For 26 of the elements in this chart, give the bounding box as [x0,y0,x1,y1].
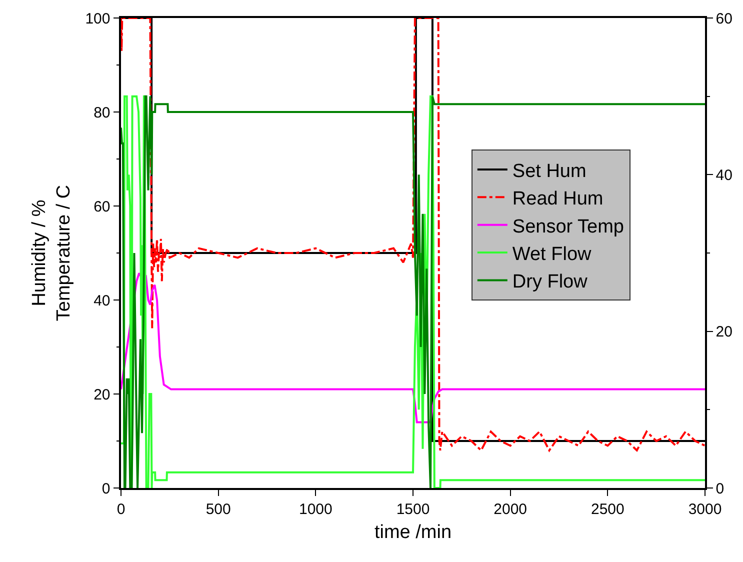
y-tick-label: 40 [94,292,110,310]
x-axis-title: time /min [374,522,452,544]
x-tick-label: 0 [116,500,126,518]
x-tick-label: 500 [206,500,231,518]
x-tick-label: 2000 [494,500,528,518]
y2-tick-label: 20 [716,324,732,341]
line-series [121,272,705,424]
legend-label: Dry Flow [512,272,588,293]
legend-label: Sensor Temp [512,216,624,238]
y-axis-title: Humidity / % Temperature / C [28,184,75,322]
y-tick-label: 100 [85,10,110,28]
y-tick-label: 0 [102,480,110,498]
line-series [121,95,705,488]
y-tick-label: 20 [94,386,110,404]
y2-tick-label: 0 [716,480,724,498]
y2-tick-label: 40 [716,166,732,184]
y2-tick-label: 60 [716,10,732,28]
y-tick-label: 60 [94,198,110,216]
x-tick-label: 3000 [688,500,722,518]
x-tick-label: 2500 [590,500,624,518]
legend-label: Set Hum [512,160,586,182]
x-tick-label: 1500 [396,500,430,518]
y-tick-label: 80 [94,104,110,122]
legend-label: Read Hum [512,188,604,210]
legend-label: Wet Flow [512,244,592,265]
x-tick-label: 1000 [298,500,332,518]
